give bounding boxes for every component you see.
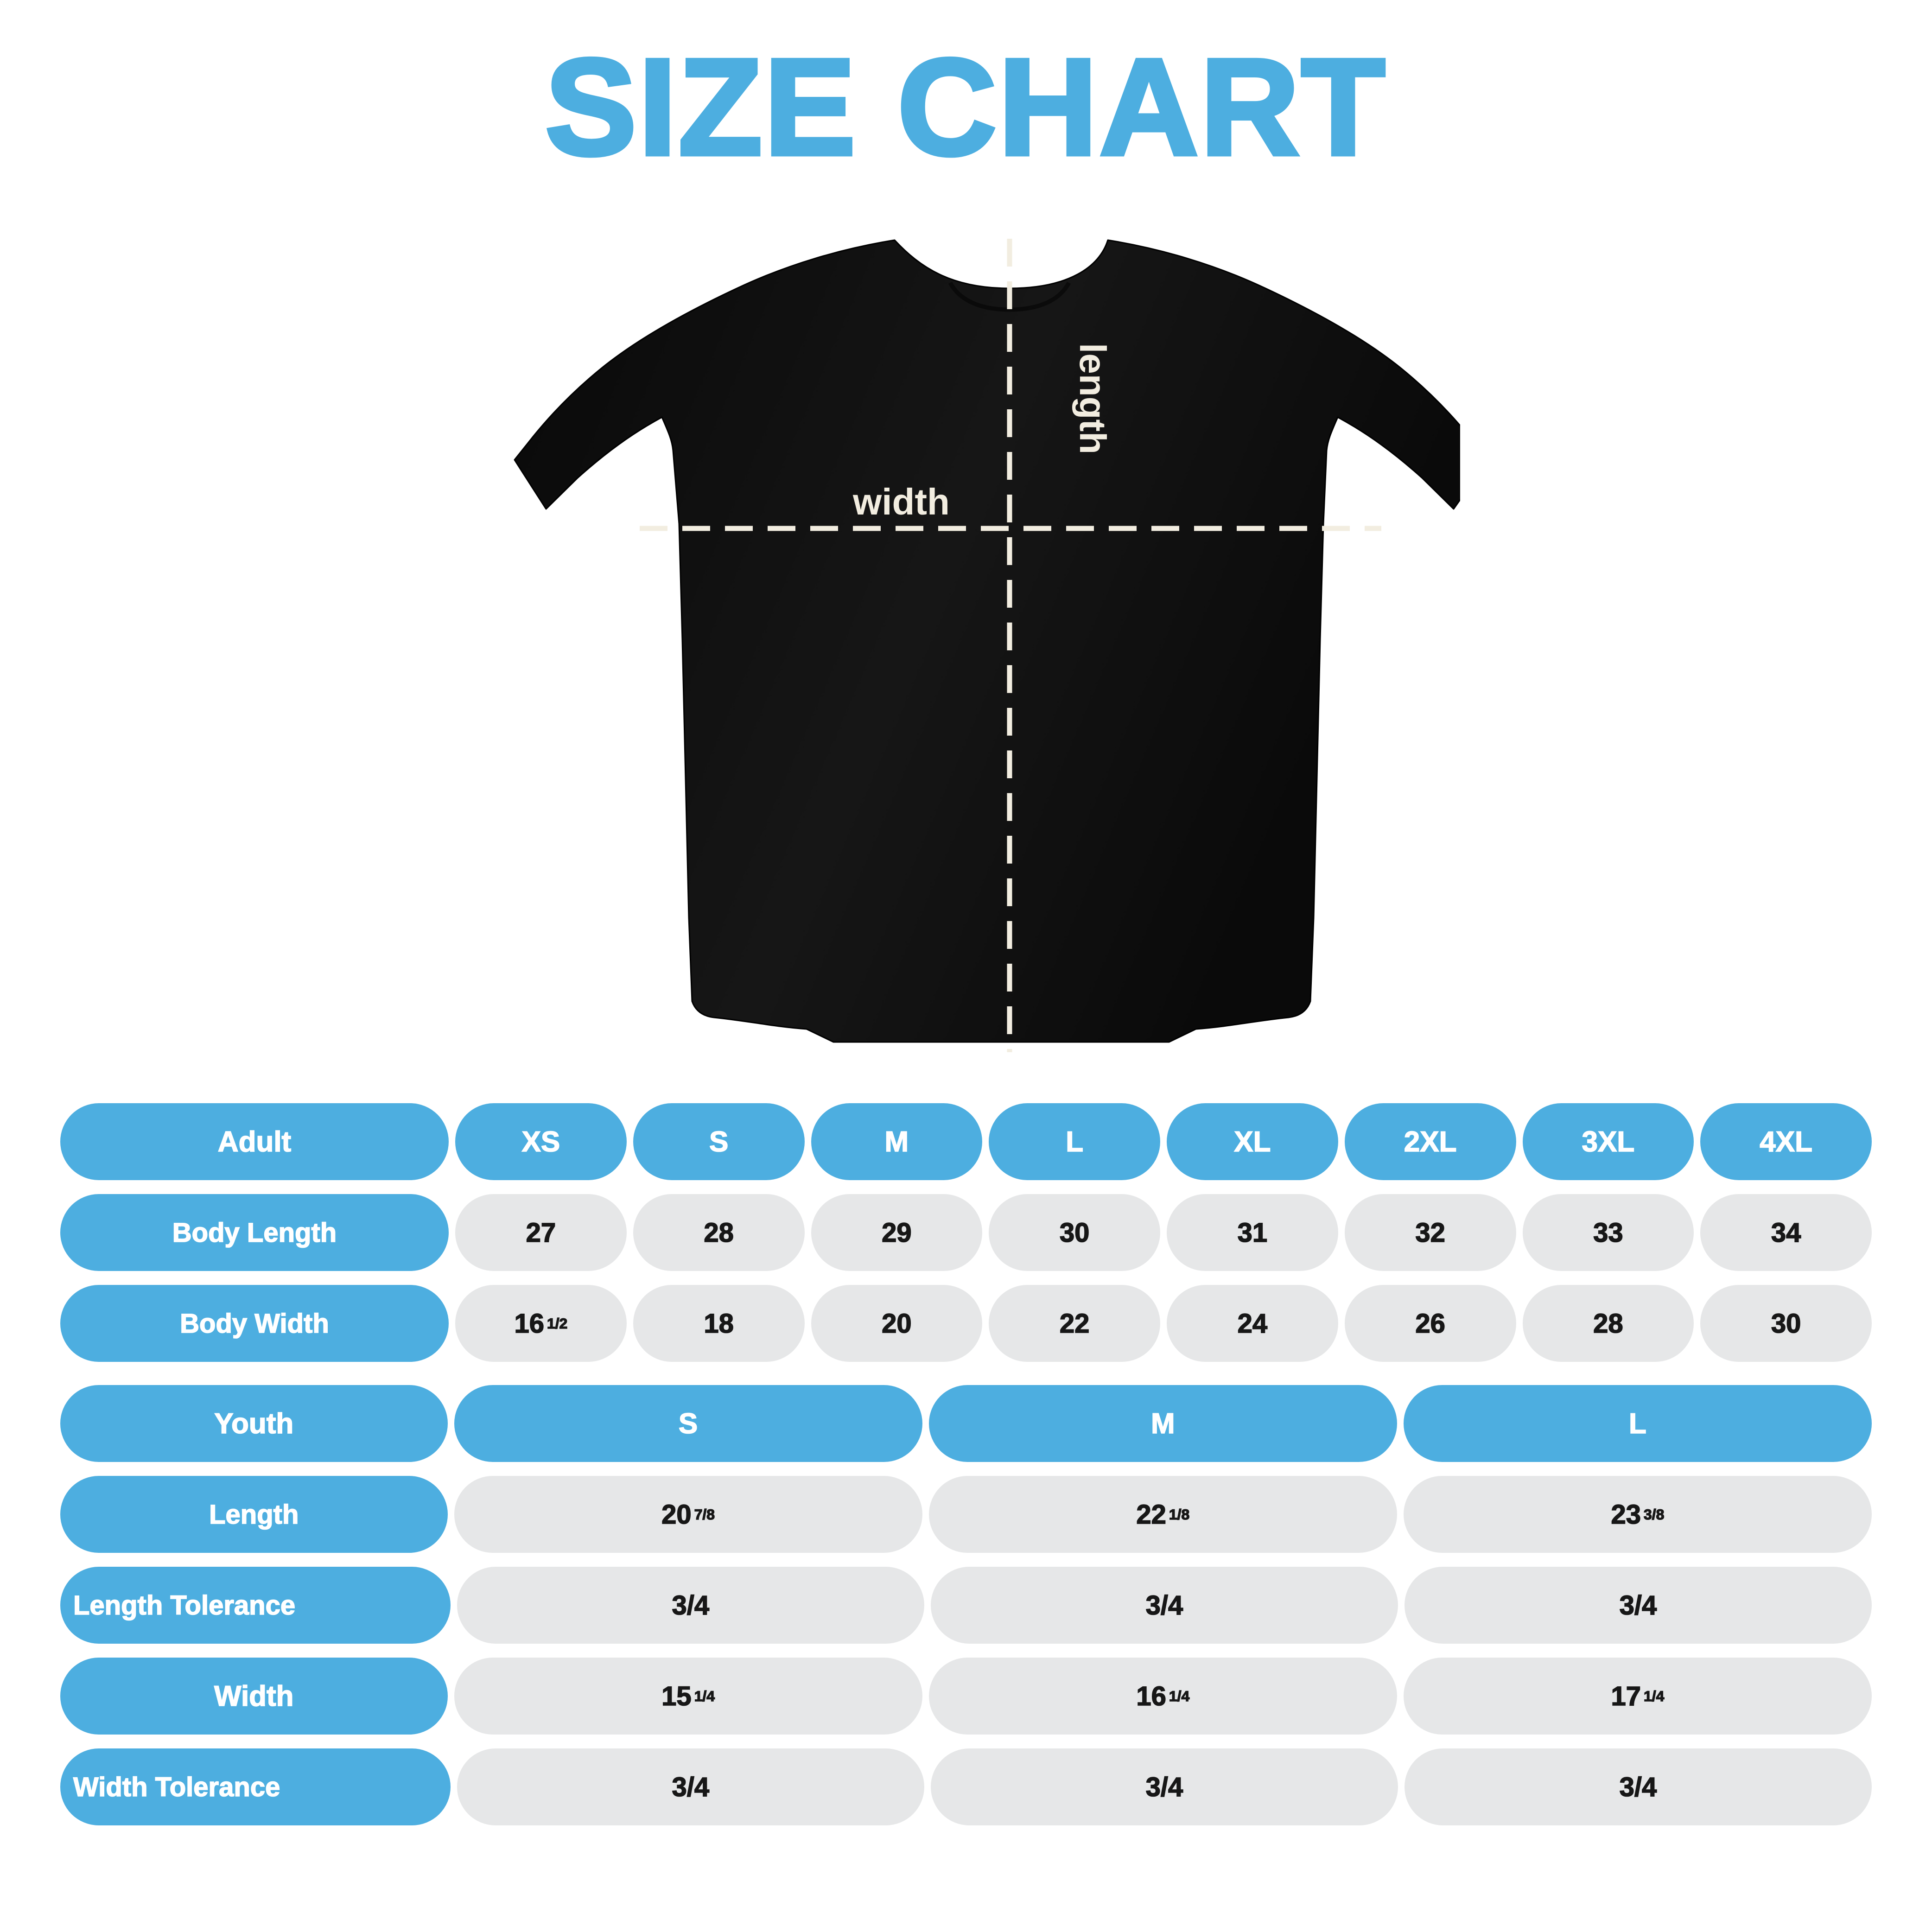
svg-text:length: length	[1072, 343, 1113, 454]
svg-text:width: width	[852, 481, 950, 522]
